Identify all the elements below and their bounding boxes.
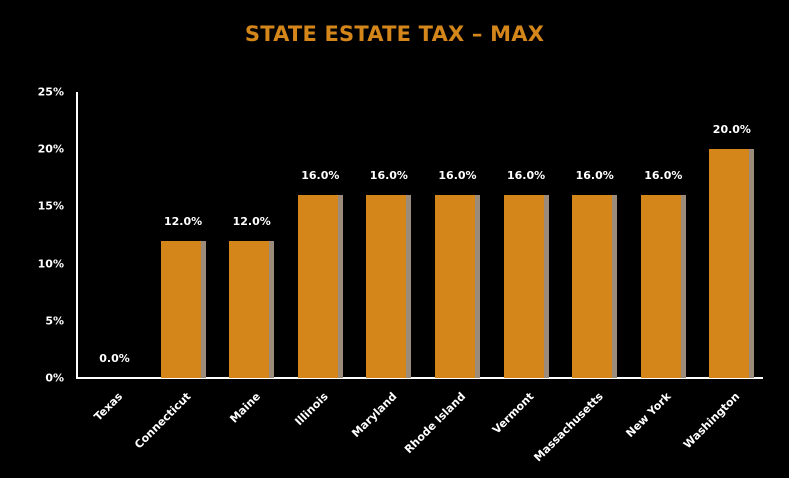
- bar-shadow: [680, 194, 686, 378]
- data-label: 16.0%: [301, 168, 340, 182]
- bar-shadow: [749, 149, 755, 378]
- bar-connecticut: [160, 240, 201, 378]
- x-tick-label: Rhode Island: [401, 389, 468, 457]
- data-label: 0.0%: [99, 352, 130, 365]
- bar-shadow: [406, 194, 412, 378]
- x-tick-label: New York: [623, 389, 674, 441]
- bar-maine: [229, 240, 270, 378]
- y-tick-label: 25%: [37, 85, 64, 99]
- data-label: 16.0%: [575, 168, 614, 182]
- bar-shadow: [612, 194, 618, 378]
- x-tick-label: Connecticut: [132, 389, 194, 452]
- bar-rhode-island: [435, 194, 475, 378]
- bar-massachusetts: [572, 194, 613, 378]
- x-tick-label: Texas: [91, 389, 125, 424]
- chart-title: STATE ESTATE TAX – MAX: [244, 22, 545, 46]
- data-label: 16.0%: [438, 168, 477, 182]
- x-tick-label: Maryland: [349, 389, 400, 441]
- bar-shadow: [475, 194, 480, 378]
- x-tick-label: Illinois: [292, 389, 332, 429]
- bar-illinois: [297, 194, 338, 378]
- bar-shadow: [269, 240, 275, 378]
- bar-new-york: [640, 194, 681, 378]
- y-axis-line: [76, 92, 78, 379]
- bar-vermont: [503, 194, 544, 378]
- data-label: 12.0%: [232, 214, 271, 228]
- y-tick-label: 20%: [37, 142, 64, 156]
- bar-shadow: [543, 194, 549, 378]
- y-tick-label: 10%: [37, 257, 64, 271]
- data-label: 16.0%: [369, 168, 408, 182]
- data-label: 16.0%: [507, 168, 546, 182]
- bar-shadow: [337, 194, 343, 378]
- bar-washington: [709, 149, 750, 378]
- data-label: 12.0%: [164, 214, 203, 228]
- x-axis-line: [76, 377, 763, 379]
- data-label: 20.0%: [712, 123, 751, 137]
- x-tick-label: Massachusetts: [531, 389, 606, 465]
- x-tick-label: Washington: [680, 389, 743, 452]
- y-tick-label: 5%: [45, 314, 64, 328]
- y-tick-label: 0%: [45, 371, 64, 385]
- data-label: 16.0%: [644, 168, 683, 182]
- x-tick-label: Maine: [227, 389, 263, 426]
- bar-shadow: [200, 240, 206, 378]
- x-tick-label: Vermont: [489, 389, 537, 437]
- y-tick-label: 15%: [37, 199, 64, 213]
- bar-maryland: [366, 194, 407, 378]
